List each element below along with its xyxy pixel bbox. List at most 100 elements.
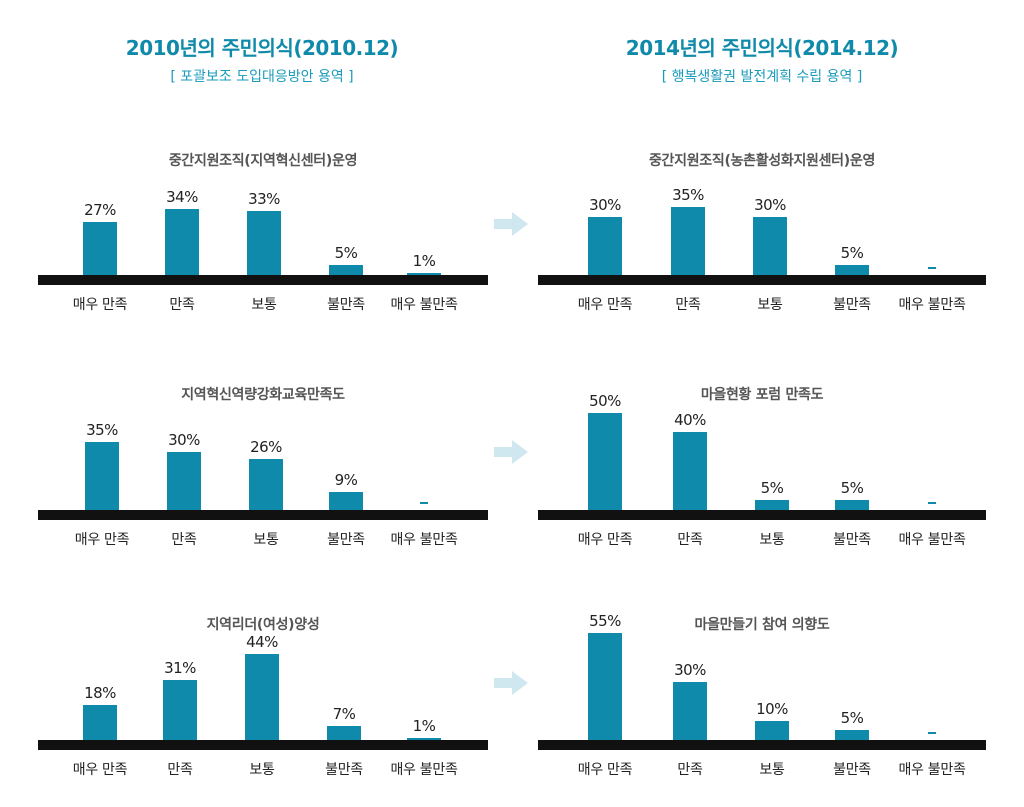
data-label: 30% xyxy=(754,195,786,214)
category-label: 불만족 xyxy=(833,762,871,778)
category-label: 매우 불만족 xyxy=(390,532,458,548)
category-label: 만족 xyxy=(675,297,701,313)
bar xyxy=(167,451,201,510)
data-label: 35% xyxy=(86,420,118,439)
chart-baseline xyxy=(38,275,488,285)
chart-baseline xyxy=(538,510,986,520)
category-label: 매우 불만족 xyxy=(390,297,458,313)
data-label: 9% xyxy=(334,471,358,490)
bar xyxy=(247,210,281,275)
data-label: 1% xyxy=(412,717,436,736)
arrow-right-icon xyxy=(494,440,528,464)
right-column-subtitle: [ 행복생활권 발전계획 수립 용역 ] xyxy=(661,69,863,85)
data-label: 50% xyxy=(589,391,621,410)
chart-title: 중간지원조직(지역혁신센터)운영 xyxy=(168,153,358,169)
bar xyxy=(245,654,279,740)
bar xyxy=(588,632,622,740)
bar xyxy=(249,459,283,510)
category-label: 매우 만족 xyxy=(577,762,633,778)
arrow-right-icon xyxy=(494,212,528,236)
category-label: 매우 만족 xyxy=(577,297,633,313)
category-label: 불만족 xyxy=(327,297,365,313)
bar xyxy=(163,679,197,740)
data-label: 44% xyxy=(246,633,278,652)
bar xyxy=(165,208,199,275)
category-label: 불만족 xyxy=(833,297,871,313)
category-label: 보통 xyxy=(759,532,785,548)
data-label: 7% xyxy=(332,705,356,724)
category-label: 매우 불만족 xyxy=(898,297,966,313)
arrow-right-icon xyxy=(494,671,528,695)
data-label: 5% xyxy=(840,244,864,263)
data-label: 5% xyxy=(760,479,784,498)
category-label: 보통 xyxy=(249,762,275,778)
chart-title: 중간지원조직(농촌활성화지원센터)운영 xyxy=(648,153,876,169)
category-label: 만족 xyxy=(677,532,703,548)
data-label: 5% xyxy=(334,244,358,263)
bar xyxy=(588,216,622,275)
category-label: 보통 xyxy=(253,532,279,548)
category-label: 보통 xyxy=(251,297,277,313)
data-label: 30% xyxy=(589,195,621,214)
category-label: 매우 만족 xyxy=(72,297,128,313)
data-label: 10% xyxy=(756,699,788,718)
data-label: 26% xyxy=(250,438,282,457)
bar xyxy=(83,704,117,740)
data-label: 5% xyxy=(840,709,864,728)
data-label: 5% xyxy=(840,479,864,498)
bar xyxy=(83,222,117,275)
chart-baseline xyxy=(38,510,488,520)
bar xyxy=(755,500,789,510)
data-label: 18% xyxy=(84,683,116,702)
category-label: 매우 만족 xyxy=(72,762,128,778)
data-label: 27% xyxy=(84,201,116,220)
bar xyxy=(671,206,705,275)
data-label: 31% xyxy=(164,658,196,677)
bar xyxy=(588,412,622,510)
data-label: 33% xyxy=(248,189,280,208)
category-label: 매우 불만족 xyxy=(898,532,966,548)
category-label: 매우 만족 xyxy=(74,532,130,548)
chart-baseline xyxy=(38,740,488,750)
bar xyxy=(835,265,869,275)
bar xyxy=(673,432,707,510)
data-label: 35% xyxy=(672,185,704,204)
bar xyxy=(327,726,361,740)
right-column-title: 2014년의 주민의식(2014.12) xyxy=(625,36,899,60)
data-label: 40% xyxy=(674,411,706,429)
left-column-title: 2010년의 주민의식(2010.12) xyxy=(125,36,399,60)
bar xyxy=(673,681,707,740)
zero-marker xyxy=(928,732,936,734)
bar xyxy=(755,720,789,740)
chart-title: 지역혁신역량강화교육만족도 xyxy=(181,387,345,403)
category-label: 만족 xyxy=(167,762,193,778)
data-label: 34% xyxy=(166,187,198,206)
category-label: 만족 xyxy=(169,297,195,313)
category-label: 불만족 xyxy=(833,532,871,548)
data-label: 30% xyxy=(674,660,706,679)
bar xyxy=(753,216,787,275)
zero-marker xyxy=(420,502,428,504)
data-label: 55% xyxy=(589,611,621,630)
chart-baseline xyxy=(538,275,986,285)
category-label: 매우 불만족 xyxy=(898,762,966,778)
category-label: 불만족 xyxy=(327,532,365,548)
chart-title: 지역리더(여성)양성 xyxy=(206,617,320,633)
bar xyxy=(407,738,441,740)
bar xyxy=(329,492,363,510)
chart-title: 마을현황 포럼 만족도 xyxy=(700,387,824,403)
chart-baseline xyxy=(538,740,986,750)
zero-marker xyxy=(928,267,936,269)
left-column-subtitle: [ 포괄보조 도입대응방안 용역 ] xyxy=(170,69,354,85)
category-label: 보통 xyxy=(759,762,785,778)
category-label: 불만족 xyxy=(325,762,363,778)
bar xyxy=(85,441,119,510)
bar xyxy=(835,500,869,510)
bar xyxy=(407,273,441,275)
data-label: 1% xyxy=(412,252,436,271)
category-label: 매우 불만족 xyxy=(390,762,458,778)
category-label: 보통 xyxy=(757,297,783,313)
chart-title: 마을만들기 참여 의향도 xyxy=(694,617,830,633)
zero-marker xyxy=(928,502,936,504)
bar xyxy=(835,730,869,740)
